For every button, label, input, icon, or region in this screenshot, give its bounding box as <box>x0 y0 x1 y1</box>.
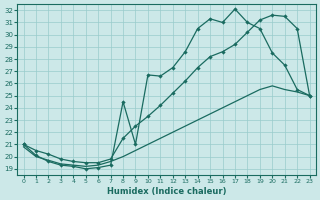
X-axis label: Humidex (Indice chaleur): Humidex (Indice chaleur) <box>107 187 226 196</box>
